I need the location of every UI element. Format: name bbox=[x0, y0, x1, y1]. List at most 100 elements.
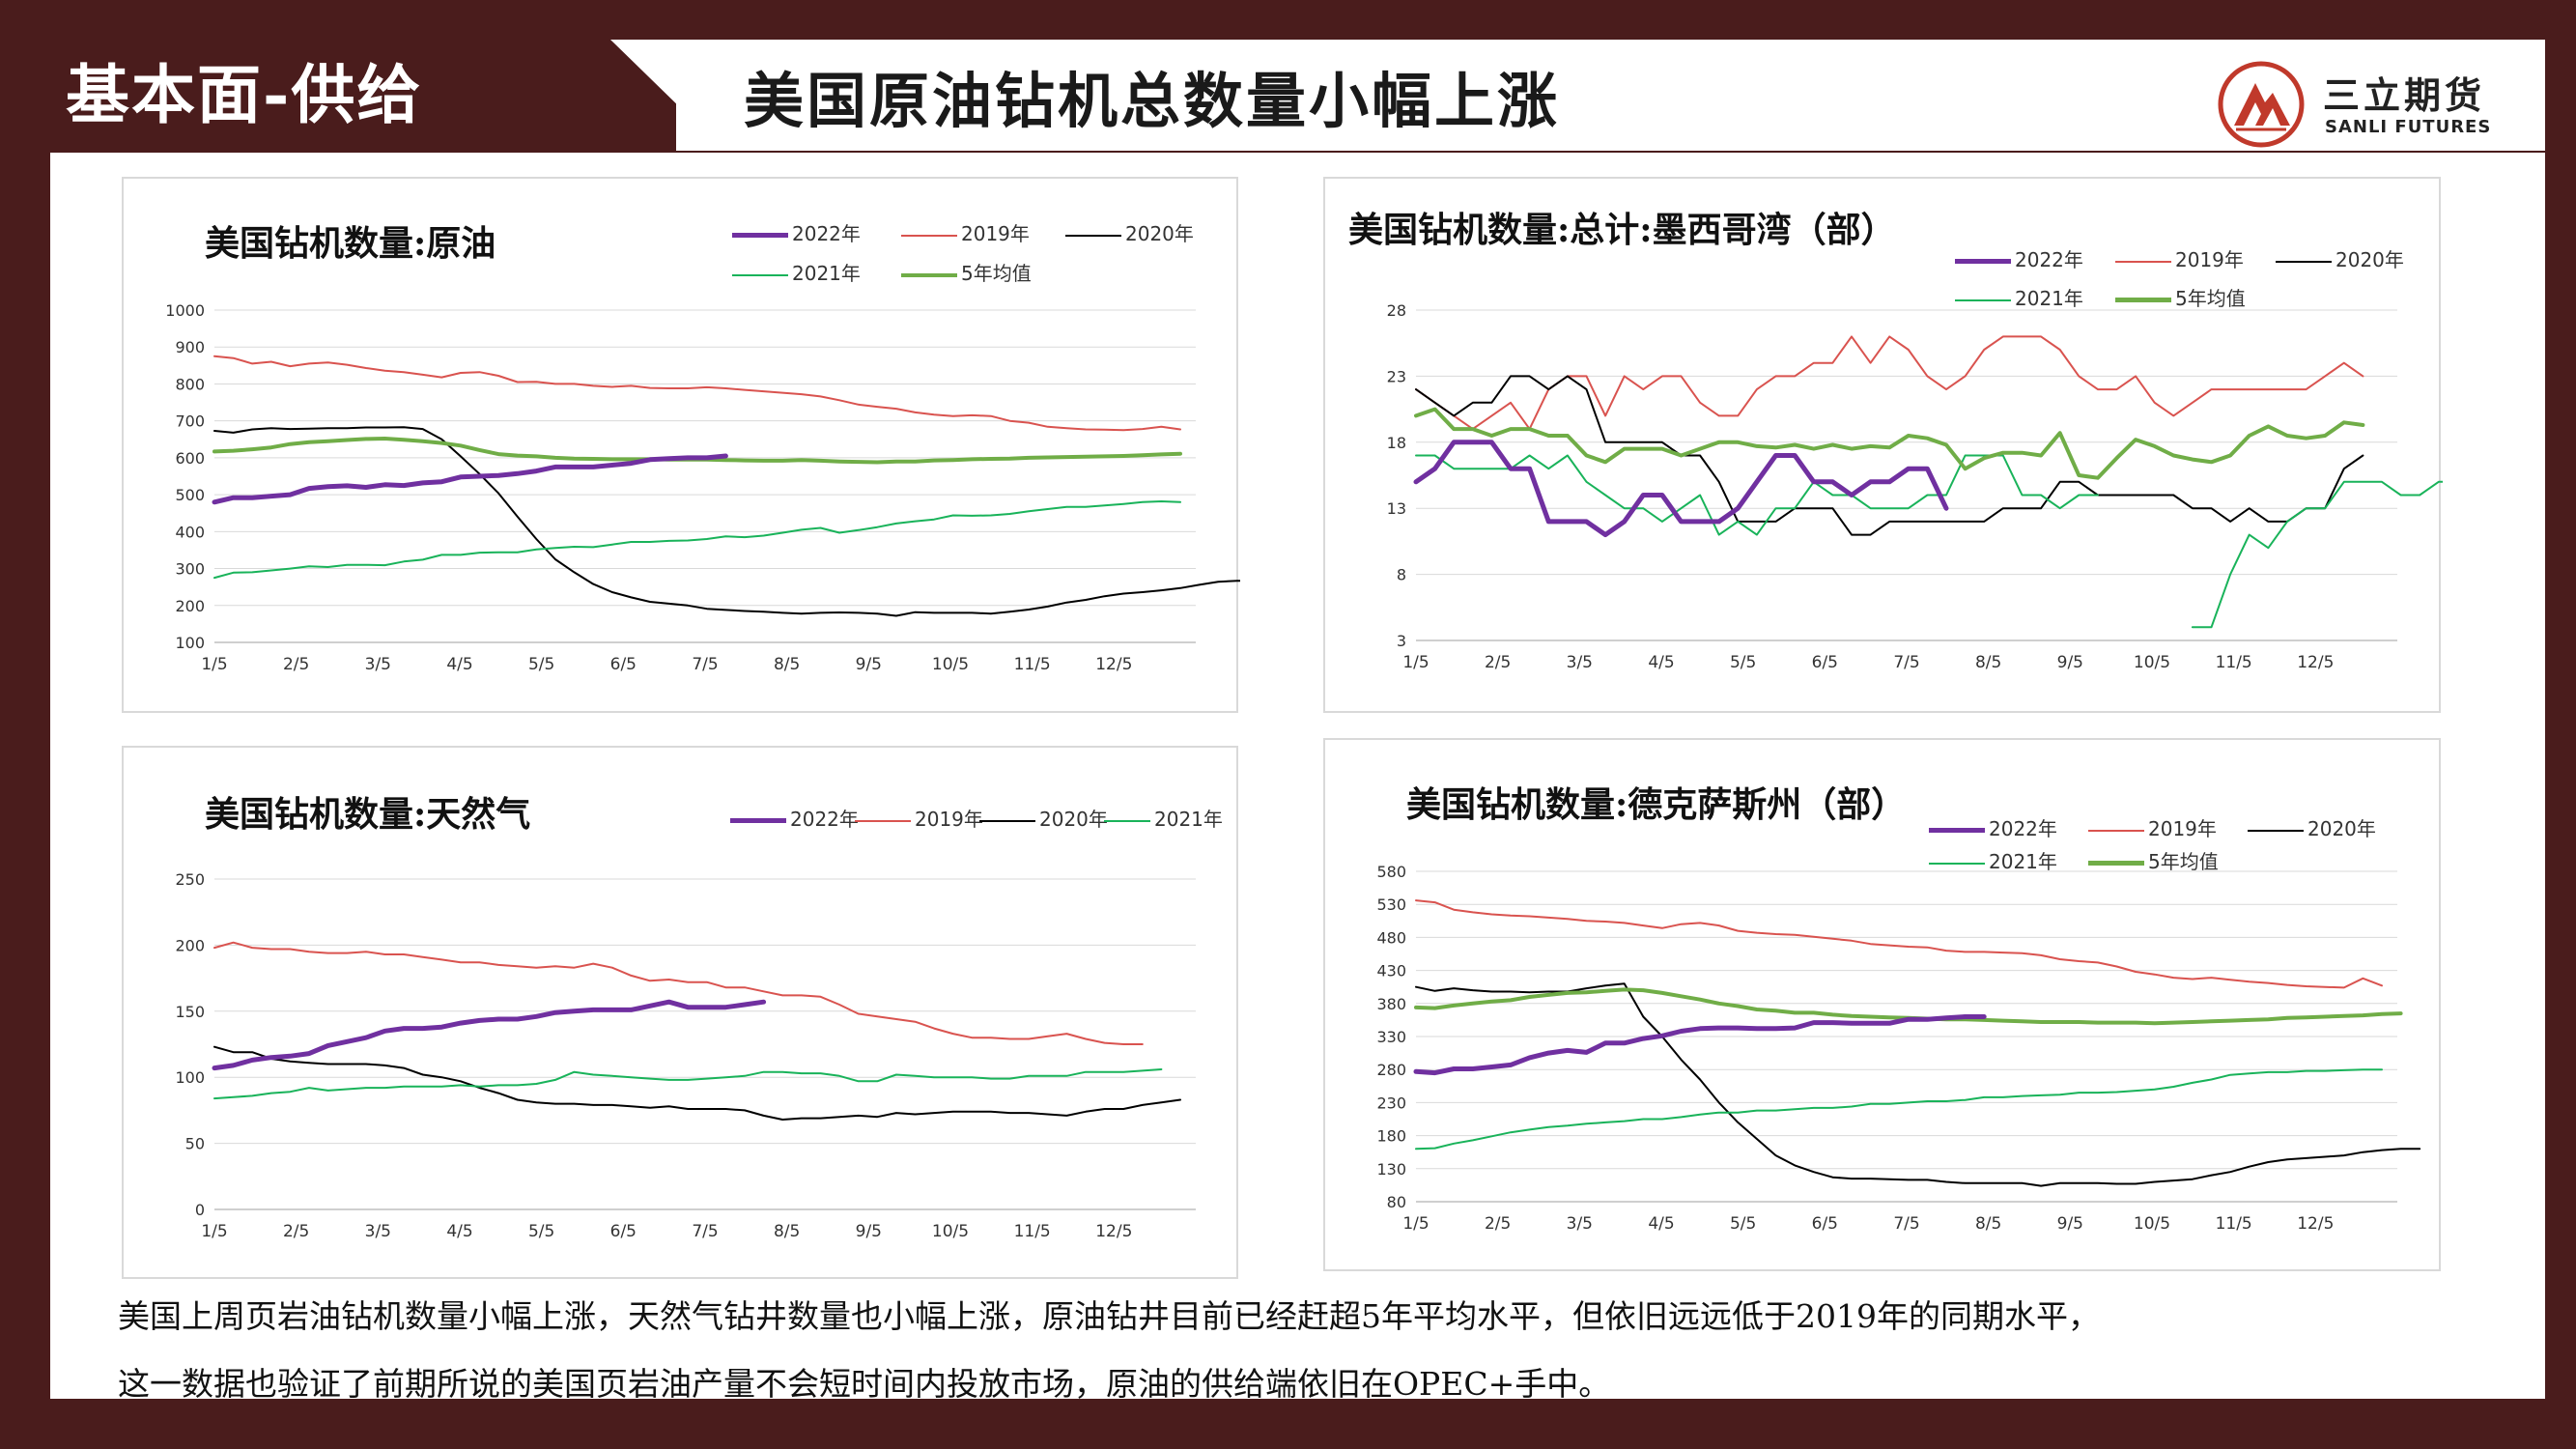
series-line-s2020 bbox=[213, 426, 1240, 617]
logo-english: SANLI FUTURES bbox=[2325, 117, 2492, 137]
chart-gas-rigs: 美国钻机数量:天然气 2022年 2019年 2020年 2021年 0 50 10… bbox=[122, 746, 1238, 1279]
legend-item: 2022年 bbox=[732, 222, 861, 245]
y-tick-label: 900 bbox=[175, 338, 205, 356]
x-tick-label: 7/5 bbox=[1893, 653, 1919, 672]
legend-label: 2021年 bbox=[2015, 287, 2083, 310]
legend-item: 2021年 bbox=[1104, 808, 1223, 831]
series-line-avg5 bbox=[1414, 407, 2365, 480]
legend-label: 2022年 bbox=[1989, 817, 2057, 840]
x-tick-label: 6/5 bbox=[1812, 653, 1838, 672]
chart-texas-rigs: 美国钻机数量:德克萨斯州（部） 2022年 2019年 2020年 2021年 … bbox=[1323, 738, 2441, 1271]
x-tick-label: 10/5 bbox=[2134, 1214, 2170, 1234]
legend-label: 2021年 bbox=[792, 262, 861, 285]
x-tick-label: 12/5 bbox=[2297, 653, 2334, 672]
y-tick-label: 3 bbox=[1397, 632, 1406, 650]
y-tick-label: 530 bbox=[1376, 895, 1406, 914]
legend-label: 5年均值 bbox=[2148, 850, 2219, 873]
legend-label: 5年均值 bbox=[961, 262, 1032, 285]
y-tick-label: 480 bbox=[1376, 928, 1406, 947]
legend-label: 2019年 bbox=[2148, 817, 2217, 840]
series-line-s2020 bbox=[1415, 982, 2421, 1187]
legend-item: 2022年 bbox=[1929, 817, 2057, 840]
series-line-s2019 bbox=[1415, 335, 2364, 431]
x-tick-label: 11/5 bbox=[1014, 655, 1051, 674]
y-tick-label: 380 bbox=[1376, 995, 1406, 1013]
legend-label: 2021年 bbox=[1154, 808, 1223, 831]
x-tick-label: 4/5 bbox=[1648, 653, 1674, 672]
summary-text: 美国上周页岩油钻机数量小幅上涨，天然气钻井数量也小幅上涨，原油钻井目前已经赶超5… bbox=[118, 1283, 2455, 1418]
legend-label: 2022年 bbox=[792, 222, 861, 245]
legend-label: 2022年 bbox=[790, 808, 859, 831]
series-line-s2021 bbox=[1415, 454, 2443, 629]
legend-swatch-2021 bbox=[1955, 298, 2011, 301]
x-tick-label: 1/5 bbox=[201, 655, 227, 674]
legend-label: 2020年 bbox=[2307, 817, 2376, 840]
x-tick-label: 12/5 bbox=[1095, 655, 1132, 674]
x-tick-label: 10/5 bbox=[932, 655, 969, 674]
logo-chinese: 三立期货 bbox=[2323, 74, 2486, 117]
legend-item: 2021年 bbox=[1929, 850, 2057, 873]
y-tick-label: 150 bbox=[175, 1003, 205, 1021]
series-line-s2019 bbox=[213, 941, 1144, 1045]
y-tick-label: 50 bbox=[185, 1135, 205, 1153]
summary-line-1: 美国上周页岩油钻机数量小幅上涨，天然气钻井数量也小幅上涨，原油钻井目前已经赶超5… bbox=[118, 1297, 2100, 1335]
legend-swatch-2021 bbox=[732, 273, 788, 276]
x-tick-label: 6/5 bbox=[610, 1222, 637, 1241]
y-tick-label: 280 bbox=[1376, 1061, 1406, 1079]
legend-item: 2020年 bbox=[2276, 248, 2404, 271]
x-tick-label: 10/5 bbox=[2134, 653, 2170, 672]
x-tick-label: 10/5 bbox=[932, 1222, 969, 1241]
legend-item: 2019年 bbox=[2088, 817, 2217, 840]
legend-swatch-2020 bbox=[979, 819, 1035, 822]
legend-label: 2021年 bbox=[1989, 850, 2057, 873]
legend-item: 2022年 bbox=[1955, 248, 2083, 271]
x-tick-label: 3/5 bbox=[365, 655, 391, 674]
x-tick-label: 7/5 bbox=[692, 655, 718, 674]
legend-item: 2019年 bbox=[855, 808, 983, 831]
y-tick-label: 430 bbox=[1376, 962, 1406, 980]
legend-swatch-2022 bbox=[1955, 259, 2011, 264]
legend-swatch-2021 bbox=[1929, 862, 1985, 865]
y-tick-label: 100 bbox=[175, 634, 205, 652]
y-tick-label: 130 bbox=[1376, 1160, 1406, 1179]
series-line-s2021 bbox=[1415, 1068, 2383, 1151]
y-tick-label: 330 bbox=[1376, 1028, 1406, 1046]
legend-label: 2019年 bbox=[961, 222, 1030, 245]
section-label: 基本面-供给 bbox=[66, 57, 423, 132]
x-tick-label: 8/5 bbox=[774, 655, 800, 674]
y-tick-label: 0 bbox=[195, 1201, 205, 1219]
x-tick-label: 3/5 bbox=[1567, 1214, 1593, 1234]
series-line-s2022 bbox=[212, 999, 767, 1071]
series-line-s2022 bbox=[212, 453, 728, 505]
x-tick-label: 5/5 bbox=[1730, 1214, 1756, 1234]
legend-label: 2022年 bbox=[2015, 248, 2083, 271]
legend-swatch-2019 bbox=[855, 819, 911, 822]
y-tick-label: 8 bbox=[1397, 566, 1406, 584]
x-tick-label: 5/5 bbox=[528, 1222, 554, 1241]
chart-gulf-rigs: 美国钻机数量:总计:墨西哥湾（部） 2022年 2019年 2020年 2021… bbox=[1323, 177, 2443, 713]
legend-item: 2019年 bbox=[2115, 248, 2244, 271]
x-tick-label: 9/5 bbox=[2057, 653, 2083, 672]
x-tick-label: 4/5 bbox=[446, 1222, 472, 1241]
x-tick-label: 11/5 bbox=[2216, 1214, 2252, 1234]
y-tick-label: 28 bbox=[1387, 301, 1406, 320]
legend-item: 2021年 bbox=[732, 262, 861, 285]
x-tick-label: 2/5 bbox=[283, 1222, 309, 1241]
legend-swatch-2020 bbox=[2248, 829, 2304, 832]
legend-label: 2020年 bbox=[1125, 222, 1194, 245]
x-tick-label: 1/5 bbox=[201, 1222, 227, 1241]
legend-item: 2019年 bbox=[901, 222, 1030, 245]
chart-title: 美国钻机数量:总计:墨西哥湾（部） bbox=[1348, 210, 1896, 250]
legend-swatch-avg5 bbox=[901, 272, 957, 277]
series-line-s2021 bbox=[213, 500, 1181, 580]
y-tick-label: 800 bbox=[175, 375, 205, 393]
y-tick-label: 100 bbox=[175, 1068, 205, 1087]
legend-label: 2020年 bbox=[1039, 808, 1108, 831]
x-tick-label: 9/5 bbox=[2057, 1214, 2083, 1234]
y-tick-label: 580 bbox=[1376, 863, 1406, 881]
legend-item: 2020年 bbox=[2248, 817, 2376, 840]
legend-label: 2019年 bbox=[2175, 248, 2244, 271]
x-tick-label: 8/5 bbox=[1975, 653, 2001, 672]
legend-swatch-2022 bbox=[1929, 828, 1985, 833]
chart-crude-rigs: 美国钻机数量:原油 2022年 2019年 2020年 2021年 5年均值 1… bbox=[122, 177, 1240, 713]
